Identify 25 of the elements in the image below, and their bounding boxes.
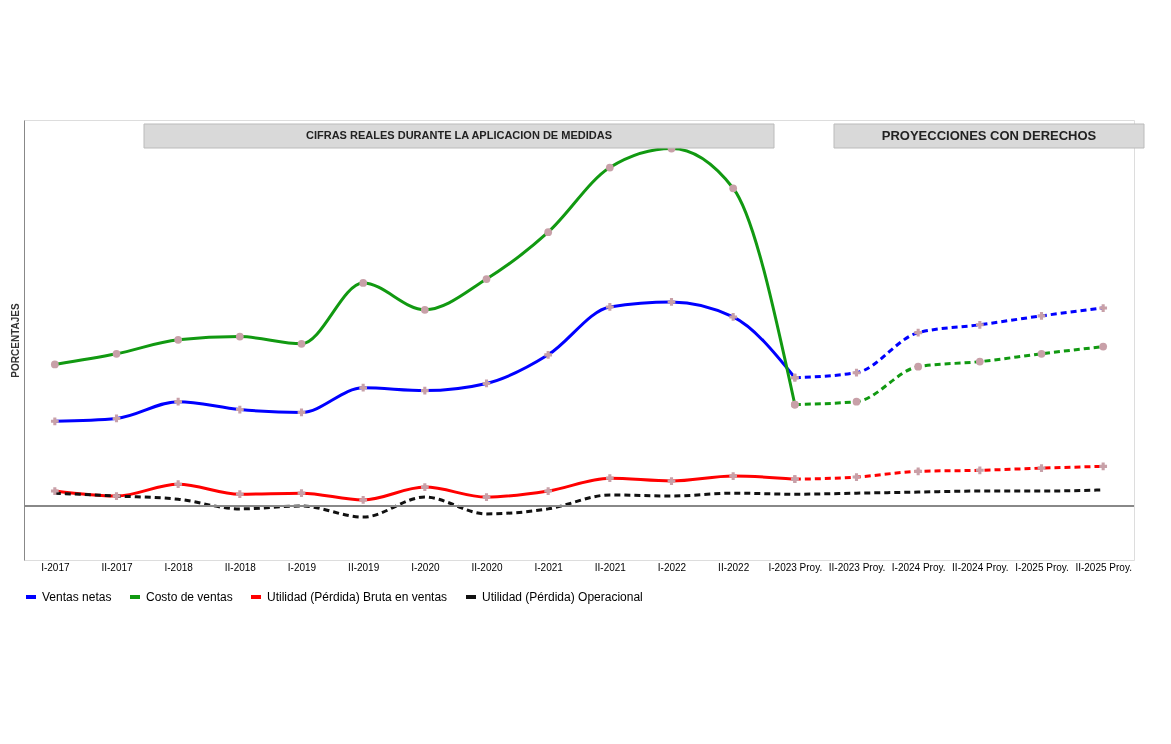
x-tick-label: II-2021 <box>594 561 627 573</box>
x-tick-label: II-2017 <box>101 561 133 573</box>
x-tick-label: II-2019 <box>348 561 380 573</box>
x-tick-label: II-2022 <box>718 561 750 573</box>
x-tick-label: I-2018 <box>164 561 194 573</box>
x-tick-label: II-2020 <box>471 561 503 573</box>
legend-label: Utilidad (Pérdida) Bruta en ventas <box>267 590 448 604</box>
x-tick-label: II-2024 Proy. <box>952 561 1009 573</box>
x-tick-label: I-2017 <box>41 561 70 573</box>
x-tick-label: II-2025 Proy. <box>1075 561 1132 573</box>
legend-label: Ventas netas <box>42 590 112 604</box>
x-tick-label: II-2023 Proy. <box>828 561 886 573</box>
text: CIFRAS REALES DURANTE LA APLICACION DE MEDIDAS <box>306 129 612 141</box>
legend-label: Costo de ventas <box>146 590 233 604</box>
x-tick-label: I-2022 <box>657 561 687 573</box>
x-tick-label: I-2020 <box>411 561 440 573</box>
x-tick-label: I-2021 <box>534 561 564 573</box>
text: PROYECCIONES CON DERECHOS <box>881 128 1097 143</box>
x-tick-label: I-2019 <box>287 561 317 573</box>
x-tick-label: I-2024 Proy. <box>891 561 946 573</box>
y-axis-title: PORCENTAJES <box>9 303 21 378</box>
x-tick-label: II-2018 <box>224 561 257 573</box>
x-tick-label: I-2023 Proy. <box>768 561 823 573</box>
x-tick-label: I-2025 Proy. <box>1015 561 1069 573</box>
legend-label: Utilidad (Pérdida) Operacional <box>482 590 643 604</box>
